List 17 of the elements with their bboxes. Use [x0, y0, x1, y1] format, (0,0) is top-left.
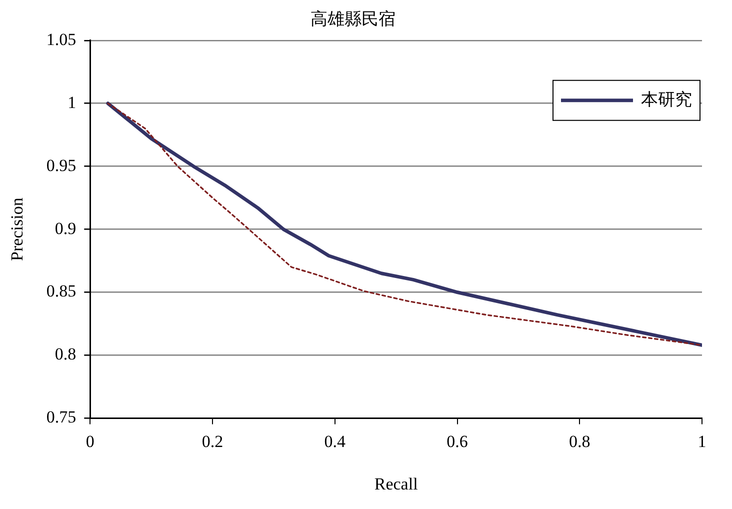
x-tick-label: 0.6 [446, 432, 468, 451]
legend-label: 本研究 [641, 90, 692, 109]
y-tick-label: 0.9 [54, 218, 76, 238]
y-tick-label: 0.75 [46, 408, 76, 427]
x-tick-label: 1 [698, 432, 706, 451]
x-tick-label: 0.2 [202, 432, 224, 451]
x-tick-label: 0 [86, 432, 94, 451]
y-tick-label: 1 [68, 92, 76, 112]
x-axis-title: Recall [374, 474, 418, 494]
y-tick-label: 0.95 [46, 156, 76, 175]
y-tick-label: 0.8 [54, 344, 76, 364]
y-tick-label: 1.05 [46, 30, 76, 49]
x-tick-label: 0.8 [569, 432, 590, 451]
y-axis-title: Precision [8, 197, 27, 261]
y-tick-label: 0.85 [46, 282, 76, 301]
chart-title: 高雄縣民宿 [310, 10, 396, 29]
x-tick-label: 0.4 [324, 432, 346, 451]
